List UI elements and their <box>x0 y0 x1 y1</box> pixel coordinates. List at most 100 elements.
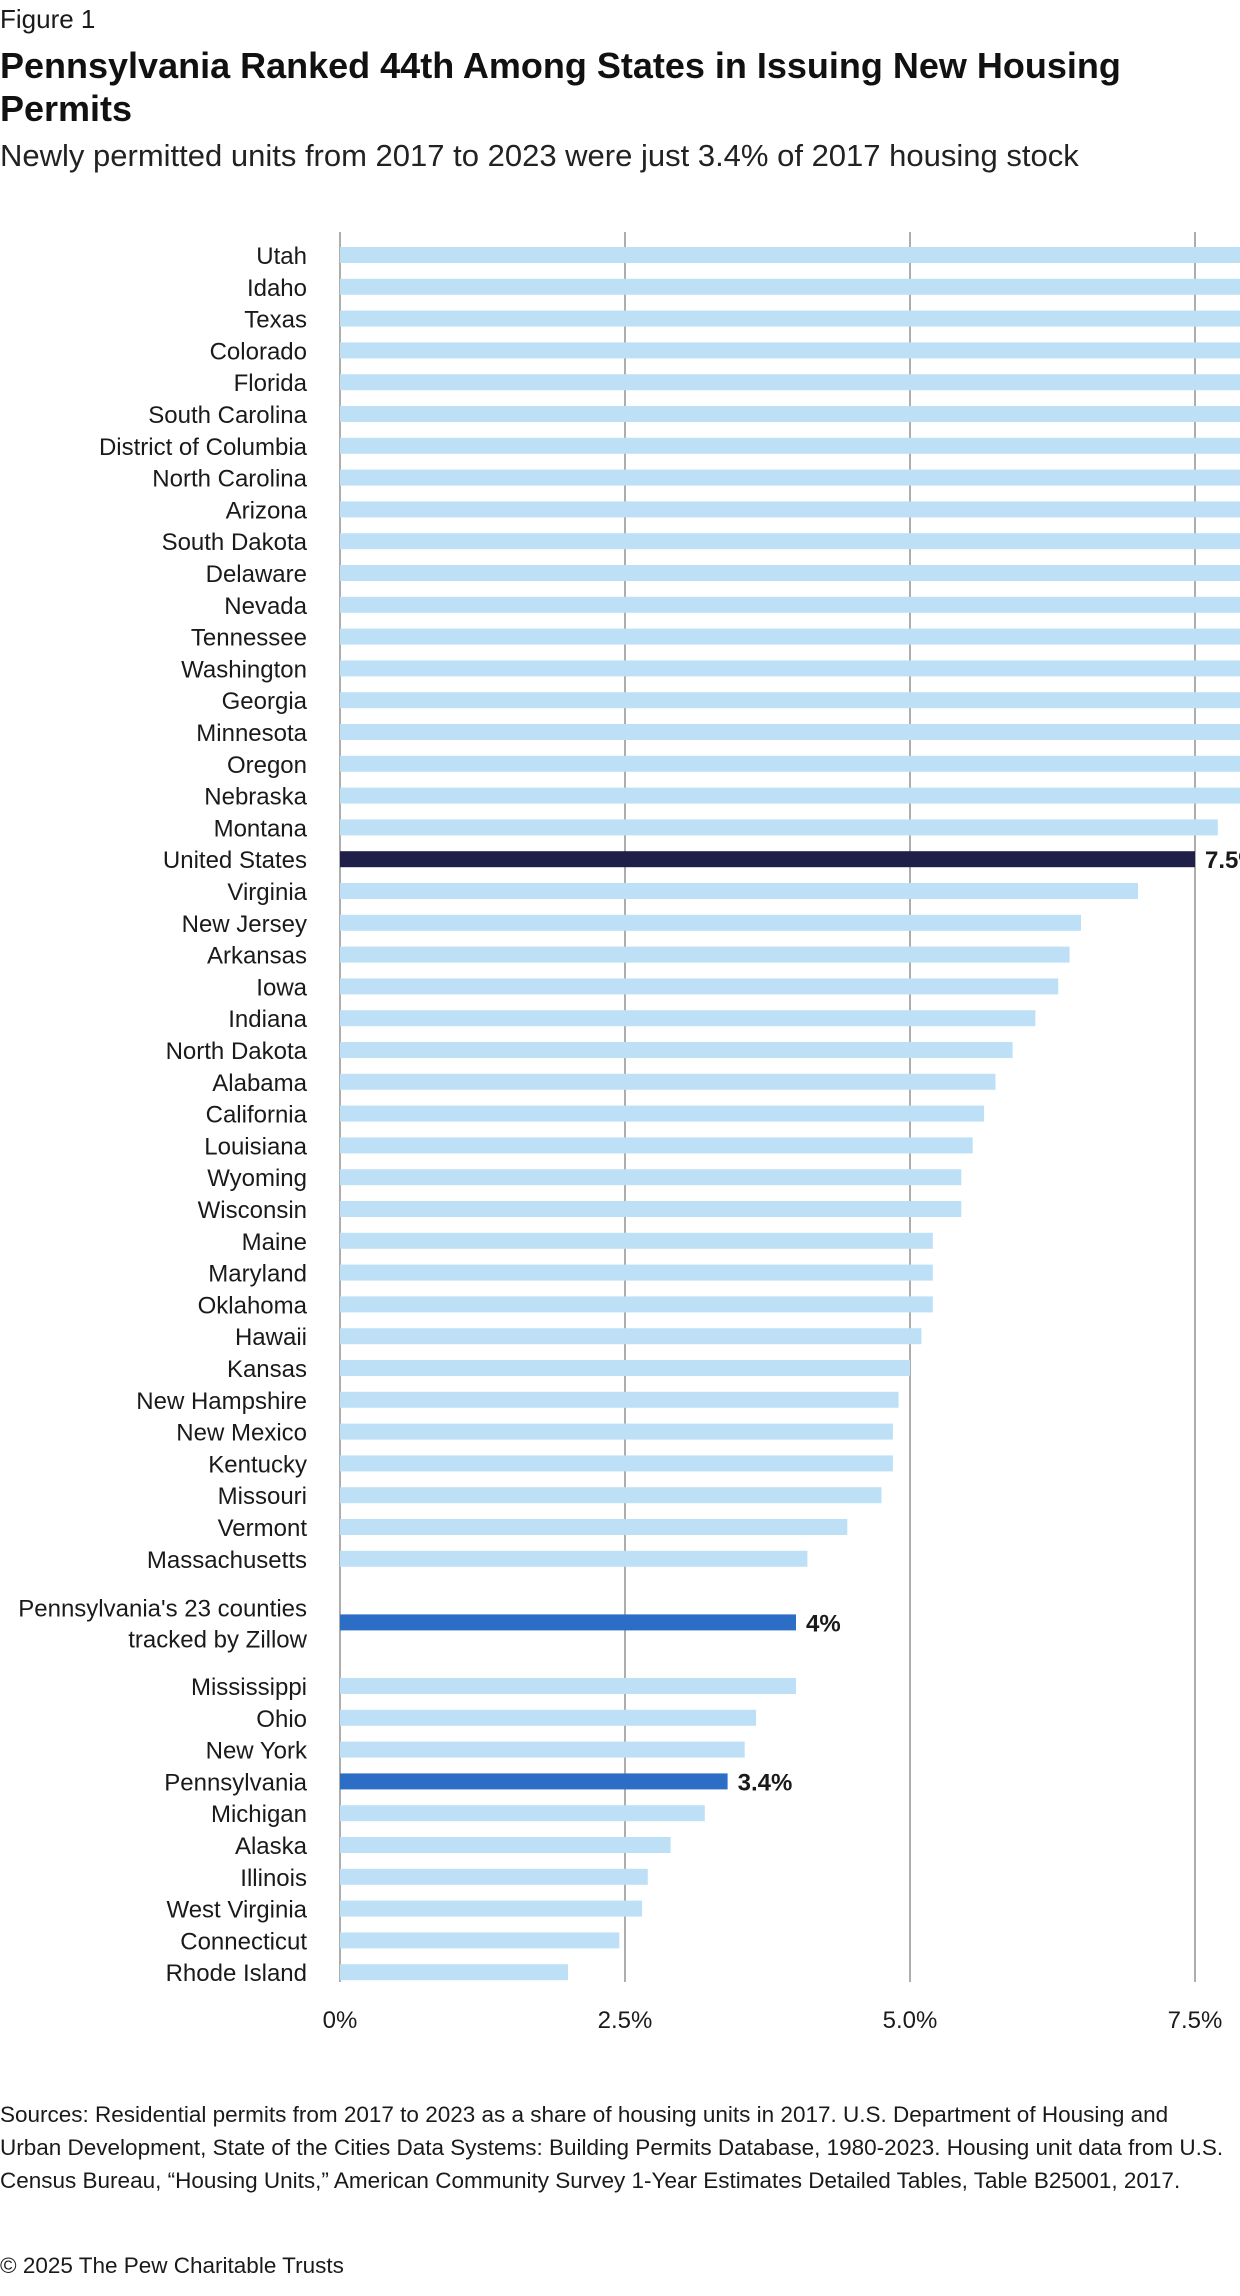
category-label: North Carolina <box>152 466 307 493</box>
bar <box>340 724 1240 740</box>
category-label: Massachusetts <box>147 1547 307 1574</box>
category-label: Louisiana <box>204 1133 307 1160</box>
bar <box>340 1296 933 1313</box>
category-label: Illinois <box>240 1865 307 1892</box>
bar <box>340 883 1138 899</box>
copyright: © 2025 The Pew Charitable Trusts <box>0 2253 344 2278</box>
bar <box>340 310 1240 327</box>
bar <box>340 1264 933 1281</box>
category-label: Alaska <box>235 1833 308 1860</box>
category-label: tracked by Zillow <box>128 1626 307 1653</box>
category-label: Maryland <box>208 1261 307 1288</box>
x-axis-ticks: 0%2.5%5.0%7.5%10.0%12.5%15.0%17.5%20.0%2… <box>323 2007 1223 2034</box>
bar <box>340 1232 933 1249</box>
bar <box>340 819 1218 836</box>
bar <box>340 406 1240 422</box>
bar <box>340 1964 568 1981</box>
category-label: Florida <box>234 370 308 397</box>
category-label: New York <box>206 1738 308 1765</box>
category-label: West Virginia <box>166 1897 307 1924</box>
category-label: Mississippi <box>191 1674 307 1701</box>
bar <box>340 469 1240 486</box>
category-label: Maine <box>242 1229 307 1256</box>
chart-subtitle: Newly permitted units from 2017 to 2023 … <box>0 138 1079 173</box>
bar <box>340 533 1240 550</box>
bar <box>340 1678 796 1694</box>
bar <box>340 1391 899 1408</box>
bar <box>340 755 1240 772</box>
bar <box>340 1805 705 1822</box>
category-label: Oklahoma <box>198 1292 308 1319</box>
category-label: Wyoming <box>207 1165 307 1192</box>
category-label: New Mexico <box>176 1420 307 1447</box>
category-label: Nevada <box>224 593 307 620</box>
bar <box>340 1137 973 1154</box>
bar <box>340 1201 962 1217</box>
bar <box>340 1423 893 1440</box>
category-label: Colorado <box>210 338 307 365</box>
category-label: Michigan <box>211 1801 307 1828</box>
bar <box>340 565 1240 581</box>
category-label: Indiana <box>228 1006 307 1033</box>
category-label: Utah <box>256 243 307 270</box>
category-label: Kentucky <box>208 1451 307 1478</box>
bar <box>340 1900 643 1917</box>
category-label: Tennessee <box>191 625 307 652</box>
bar-chart: Utah Idaho Texas Colorado Florida South Carol… <box>18 232 1240 2034</box>
bar <box>340 1487 882 1504</box>
category-labels: Utah Idaho Texas Colorado Florida South Carol… <box>18 243 308 1987</box>
bar <box>340 1328 922 1345</box>
bar <box>340 1010 1036 1027</box>
category-label: California <box>206 1102 308 1129</box>
category-label: Ohio <box>256 1706 307 1733</box>
category-label: United States <box>163 847 307 874</box>
category-label: Georgia <box>222 688 308 715</box>
x-tick-label: 5.0% <box>883 2007 938 2034</box>
category-label: Missouri <box>218 1483 307 1510</box>
bar <box>340 247 1240 263</box>
category-label: Kansas <box>227 1356 307 1383</box>
bar <box>340 374 1240 391</box>
sources-note: Sources: Residential permits from 2017 t… <box>0 2102 1224 2193</box>
x-tick-label: 0% <box>323 2007 358 2034</box>
category-label: Texas <box>244 307 307 334</box>
category-label: Delaware <box>206 561 307 588</box>
bar <box>340 278 1240 295</box>
bar <box>340 1105 985 1122</box>
bar <box>340 1360 910 1376</box>
category-label: Pennsylvania's 23 counties <box>18 1595 307 1622</box>
bar <box>340 692 1240 709</box>
bar <box>340 946 1070 963</box>
category-label: Virginia <box>227 879 307 906</box>
bar <box>340 1773 728 1790</box>
category-label: Arizona <box>226 497 308 524</box>
bar <box>340 1837 671 1853</box>
category-label: Minnesota <box>196 720 307 747</box>
category-label: Washington <box>181 656 307 683</box>
category-label: Oregon <box>227 752 307 779</box>
bar <box>340 1519 848 1535</box>
value-label: 4% <box>806 1610 841 1637</box>
figure-label: Figure 1 <box>0 4 96 34</box>
bars <box>340 247 1240 1981</box>
bar <box>340 1169 962 1186</box>
bar <box>340 437 1240 454</box>
bar <box>340 1741 745 1758</box>
bar <box>340 1550 808 1567</box>
category-label: Vermont <box>218 1515 308 1542</box>
bar <box>340 1932 620 1949</box>
category-label: New Jersey <box>182 911 307 938</box>
bar <box>340 1042 1013 1058</box>
category-label: Montana <box>214 815 308 842</box>
category-label: District of Columbia <box>99 434 308 461</box>
bar <box>340 1709 757 1726</box>
bar <box>340 914 1081 931</box>
category-label: Iowa <box>256 974 307 1001</box>
category-label: New Hampshire <box>136 1388 307 1415</box>
bar <box>340 501 1240 518</box>
category-label: Arkansas <box>207 943 307 970</box>
x-tick-label: 2.5% <box>598 2007 653 2034</box>
category-label: Rhode Island <box>166 1960 307 1987</box>
bar <box>340 596 1240 613</box>
bar <box>340 1614 796 1631</box>
